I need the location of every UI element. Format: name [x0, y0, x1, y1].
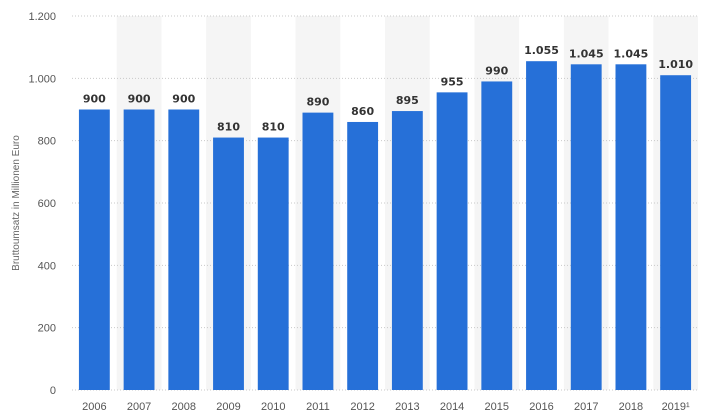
x-tick-label: 2014	[440, 401, 464, 413]
bar	[168, 109, 200, 390]
x-tick-label: 2013	[395, 401, 419, 413]
data-label: 900	[172, 93, 195, 106]
data-label: 860	[351, 105, 374, 118]
x-tick-label: 2008	[172, 401, 196, 413]
bar	[481, 81, 513, 390]
x-tick-label: 2009	[216, 401, 240, 413]
bar	[570, 64, 602, 390]
x-tick-label: 2017	[574, 401, 598, 413]
bar	[615, 64, 647, 390]
data-label: 900	[83, 93, 106, 106]
y-tick-label: 600	[38, 198, 56, 210]
data-label: 890	[306, 96, 329, 109]
x-tick-label: 2011	[306, 401, 330, 413]
gridlines	[72, 15, 698, 391]
data-label: 990	[485, 64, 508, 77]
bar	[660, 75, 692, 390]
data-label: 1.045	[569, 47, 604, 60]
bar	[436, 92, 468, 390]
data-labels: 900 900 900 810 810 890 860 895 955 990 1.055 1.045…	[83, 44, 694, 133]
x-tick-label: 2006	[82, 401, 106, 413]
y-tick-label: 1.200	[28, 11, 56, 23]
y-axis-label: Bruttoumsatz in Millionen Euro	[11, 135, 22, 271]
data-label: 955	[441, 75, 464, 88]
x-tick-label: 2018	[619, 401, 643, 413]
data-label: 1.045	[614, 47, 649, 60]
x-tick-label: 2012	[350, 401, 374, 413]
bar	[123, 109, 155, 390]
data-label: 895	[396, 94, 419, 107]
bar	[347, 121, 379, 390]
y-tick-label: 400	[38, 260, 56, 272]
y-tick-label: 800	[38, 136, 56, 148]
data-label: 810	[262, 121, 285, 134]
x-tick-label: 2010	[261, 401, 285, 413]
x-tick-label: 2019¹	[662, 401, 690, 413]
data-label: 1.055	[524, 44, 559, 57]
data-label: 810	[217, 121, 240, 134]
x-tick-label: 2007	[127, 401, 151, 413]
bar	[302, 112, 334, 390]
data-label: 900	[128, 93, 151, 106]
x-axis-ticks: 2006 2007 2008 2009 2010 2011 2012 2013 2014 2015…	[82, 401, 690, 413]
data-label: 1.010	[658, 58, 693, 71]
y-tick-label: 200	[38, 323, 56, 335]
bar	[526, 61, 557, 391]
bar	[78, 109, 110, 390]
y-tick-label: 1.000	[28, 73, 56, 85]
bar	[391, 111, 423, 390]
bar	[213, 137, 244, 390]
bars	[78, 61, 692, 391]
y-tick-label: 0	[50, 385, 56, 397]
bar	[257, 137, 289, 390]
x-tick-label: 2015	[485, 401, 509, 413]
x-tick-label: 2016	[529, 401, 553, 413]
y-axis-ticks: 0 200 400 600 800 1.000 1.200	[28, 11, 56, 397]
